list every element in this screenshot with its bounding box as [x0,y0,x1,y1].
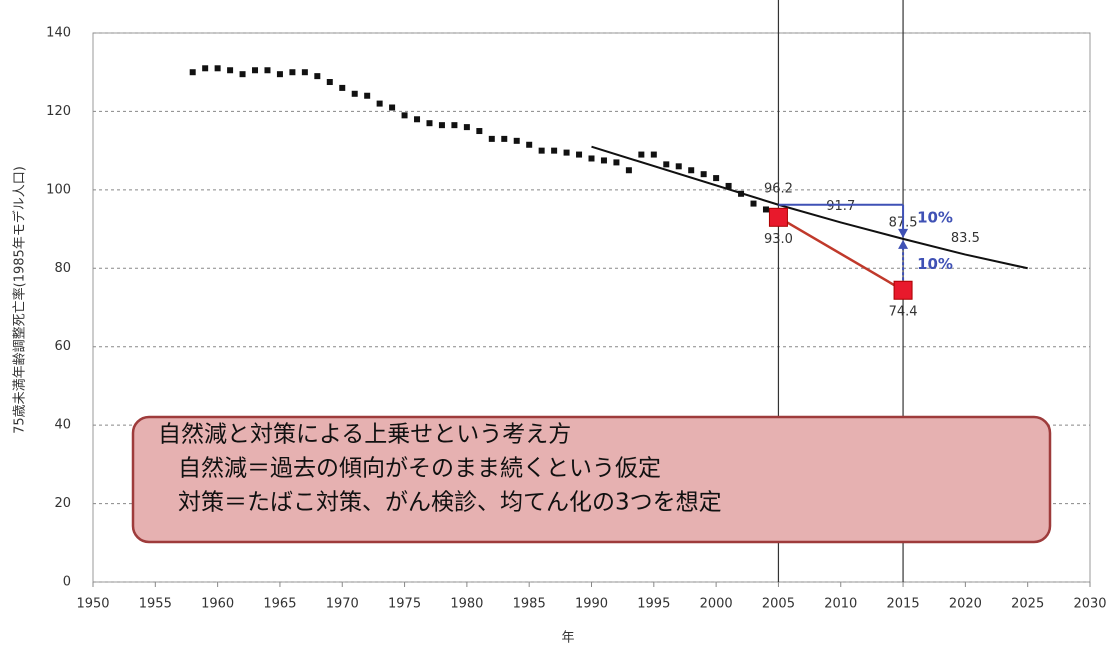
x-tick-label: 1955 [139,597,172,612]
data-point [301,69,308,76]
y-axis-label: 75歳未満年齢調整死亡率(1985年モデル人口) [12,166,28,434]
data-point [600,157,607,164]
data-point [725,182,732,189]
y-tick-label: 140 [46,26,71,41]
annotation: 10% [917,208,953,226]
data-label: 93.0 [764,232,793,247]
data-point [476,128,483,135]
data-point [650,151,657,158]
data-label: 83.5 [951,231,980,246]
data-point [625,167,632,174]
data-label: 91.7 [826,199,855,214]
arrow-head [898,228,909,238]
data-point [252,67,259,74]
x-tick-label: 1965 [263,597,296,612]
x-tick-label: 1985 [513,597,546,612]
trend-line [591,145,1028,270]
measure-point [768,207,788,227]
data-point [563,149,570,156]
data-point [451,122,458,129]
data-point [526,141,533,148]
data-point [588,155,595,162]
measure-point [893,280,913,300]
x-tick-label: 2015 [887,597,920,612]
data-point [463,124,470,131]
data-point [314,73,321,80]
data-point [613,159,620,166]
y-tick-label: 100 [46,182,71,197]
data-point [276,71,283,78]
x-tick-label: 2020 [949,597,982,612]
y-tick-label: 0 [63,575,71,590]
data-point [538,147,545,154]
data-point [551,147,558,154]
data-point [351,90,358,97]
arrow-head [898,239,909,249]
measure-line [777,216,904,292]
x-tick-label: 2025 [1011,597,1044,612]
data-point [264,67,271,74]
x-tick-label: 2030 [1073,597,1106,612]
y-tick-label: 60 [54,339,71,354]
x-tick-label: 1960 [201,597,234,612]
x-tick-label: 2000 [700,597,733,612]
x-tick-label: 2005 [762,597,795,612]
data-point [189,69,196,76]
data-point [202,65,209,72]
x-tick-label: 1950 [76,597,109,612]
data-point [513,137,520,144]
data-point [214,65,221,72]
data-label: 96.2 [764,181,793,196]
x-tick-label: 1995 [637,597,670,612]
note-box [131,415,1052,544]
data-label: 74.4 [889,305,918,320]
x-tick-label: 1990 [575,597,608,612]
data-point [700,171,707,178]
y-tick-label: 20 [54,496,71,511]
x-tick-label: 1980 [450,597,483,612]
data-point [239,71,246,78]
y-tick-label: 80 [54,261,71,276]
x-tick-label: 2010 [824,597,857,612]
data-point [576,151,583,158]
data-point [227,67,234,74]
note-text: 自然減と対策による上乗せという考え方 [158,422,571,448]
data-point [638,151,645,158]
data-point [688,167,695,174]
note-text: 自然減＝過去の傾向がそのまま続くという仮定 [178,456,661,482]
data-point [750,200,757,207]
data-point [501,135,508,142]
data-point [289,69,296,76]
annotation: 10% [917,255,953,273]
data-point [488,135,495,142]
x-tick-label: 1970 [326,597,359,612]
data-point [663,161,670,168]
x-tick-label: 1975 [388,597,421,612]
y-tick-label: 120 [46,104,71,119]
data-point [401,112,408,119]
note-text: 対策＝たばこ対策、がん検診、均てん化の3つを想定 [178,490,722,516]
data-point [713,175,720,182]
data-point [762,206,769,213]
data-point [326,79,333,86]
data-point [376,100,383,107]
data-point [675,163,682,170]
data-point [364,92,371,99]
data-point [389,104,396,111]
data-point [414,116,421,123]
data-point [426,120,433,127]
data-point [339,84,346,91]
x-axis-label: 年 [561,631,574,646]
y-tick-label: 40 [54,418,71,433]
data-point [438,122,445,129]
